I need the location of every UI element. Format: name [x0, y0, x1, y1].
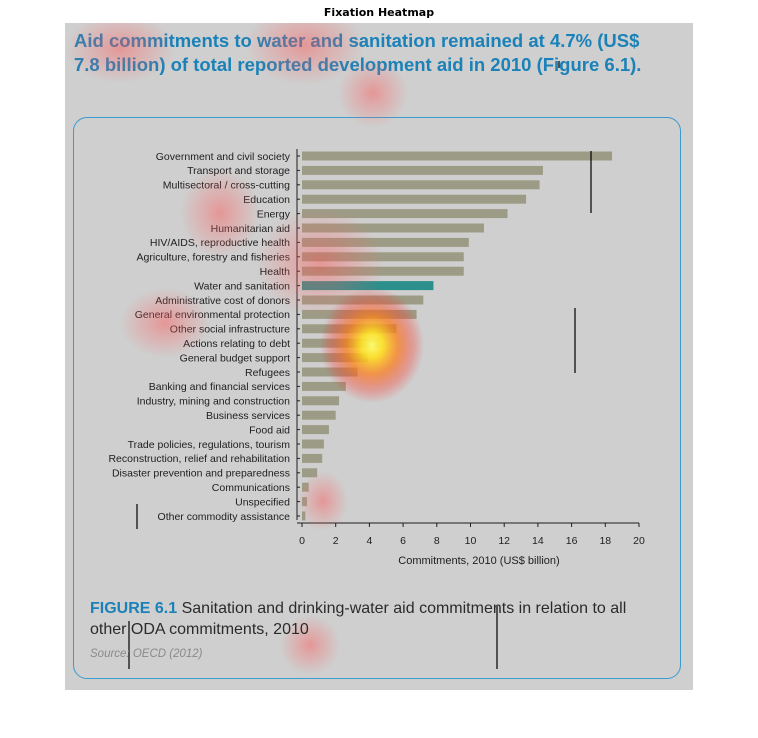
bar [302, 223, 484, 233]
fixation-blob [245, 23, 365, 85]
fixation-blob [280, 615, 340, 675]
category-label: Other commodity assistance [158, 511, 291, 523]
x-tick-label: 12 [498, 535, 510, 547]
x-tick-label: 16 [566, 535, 578, 547]
bar [302, 381, 346, 391]
bar [302, 396, 340, 406]
category-label: Actions relating to debt [183, 338, 290, 350]
category-label: Industry, mining and construction [137, 396, 290, 408]
fixation-blob [180, 168, 260, 258]
category-label: Trade policies, regulations, tourism [128, 439, 291, 451]
fixation-blob [338, 58, 408, 128]
bar [302, 194, 527, 204]
x-tick-label: 2 [333, 535, 339, 547]
bar [302, 165, 543, 175]
bar [302, 425, 329, 435]
figure-label: FIGURE 6.1 [90, 600, 178, 617]
bar [302, 468, 318, 478]
x-tick-label: 14 [532, 535, 544, 547]
bar [302, 237, 469, 247]
category-label: Reconstruction, relief and rehabilitatio… [108, 453, 290, 465]
fixation-blob [65, 23, 175, 83]
category-label: Agriculture, forestry and fisheries [137, 252, 290, 264]
fixation-blob [298, 471, 348, 531]
x-tick-label: 10 [465, 535, 477, 547]
category-label: Government and civil society [156, 151, 291, 163]
source-note: Source: OECD (2012) [90, 648, 203, 660]
bar [302, 439, 324, 449]
figure-title: Fixation Heatmap [323, 6, 435, 19]
category-label: Energy [257, 208, 291, 220]
x-tick-label: 0 [299, 535, 305, 547]
category-label: Disaster prevention and preparedness [112, 468, 290, 480]
slide-panel: Aid commitments to water and sanitation … [65, 23, 693, 690]
fixation-blob [120, 288, 210, 358]
category-label: General budget support [180, 352, 290, 364]
figure-caption-text: Sanitation and drinking-water aid commit… [90, 600, 627, 638]
category-label: Communications [212, 482, 290, 494]
bar [302, 180, 540, 190]
bar [302, 151, 613, 161]
bar [302, 453, 323, 463]
x-tick-label: 18 [599, 535, 611, 547]
x-tick-label: 8 [434, 535, 440, 547]
x-tick-label: 6 [400, 535, 406, 547]
x-axis-title: Commitments, 2010 (US$ billion) [398, 555, 559, 567]
category-label: Unspecified [235, 496, 290, 508]
category-label: Refugees [245, 367, 290, 379]
bar [302, 410, 336, 420]
bar [302, 209, 508, 219]
fixation-blob [255, 208, 385, 318]
category-label: Banking and financial services [149, 381, 290, 393]
category-label: Business services [206, 410, 290, 422]
fixation-hotspot [320, 287, 424, 403]
figure-caption: FIGURE 6.1 Sanitation and drinking-water… [90, 598, 665, 640]
fixation-heatmap [65, 23, 424, 675]
x-tick-label: 4 [366, 535, 372, 547]
category-label: Food aid [249, 424, 290, 436]
x-tick-label: 20 [633, 535, 645, 547]
